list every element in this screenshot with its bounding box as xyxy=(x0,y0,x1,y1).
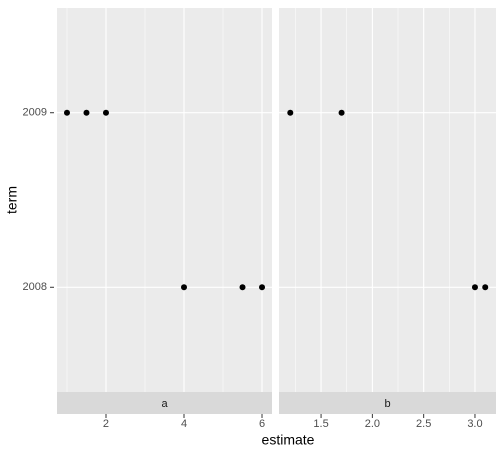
point xyxy=(181,284,188,291)
strip-label: b xyxy=(384,398,390,410)
y-tick-label: 2009 xyxy=(23,107,47,119)
point xyxy=(83,109,90,116)
y-tick-label: 2008 xyxy=(23,281,47,293)
point xyxy=(287,109,294,116)
panel-background xyxy=(279,8,496,392)
y-axis-title: term xyxy=(4,186,20,214)
x-axis-title: estimate xyxy=(262,432,315,448)
point xyxy=(102,109,109,116)
x-tick-label: 2.0 xyxy=(365,418,380,430)
x-tick-label: 4 xyxy=(181,418,187,430)
point xyxy=(259,284,266,291)
panel-background xyxy=(57,8,272,392)
x-tick-label: 6 xyxy=(259,418,265,430)
point xyxy=(239,284,246,291)
point xyxy=(471,284,478,291)
x-tick-label: 1.5 xyxy=(313,418,328,430)
point xyxy=(482,284,489,291)
strip-label: a xyxy=(161,398,168,410)
point xyxy=(63,109,70,116)
x-tick-label: 3.0 xyxy=(467,418,482,430)
x-tick-label: 2.5 xyxy=(416,418,431,430)
strip-background xyxy=(279,392,496,414)
point xyxy=(338,109,345,116)
x-tick-label: 2 xyxy=(103,418,109,430)
strip-background xyxy=(57,392,272,414)
